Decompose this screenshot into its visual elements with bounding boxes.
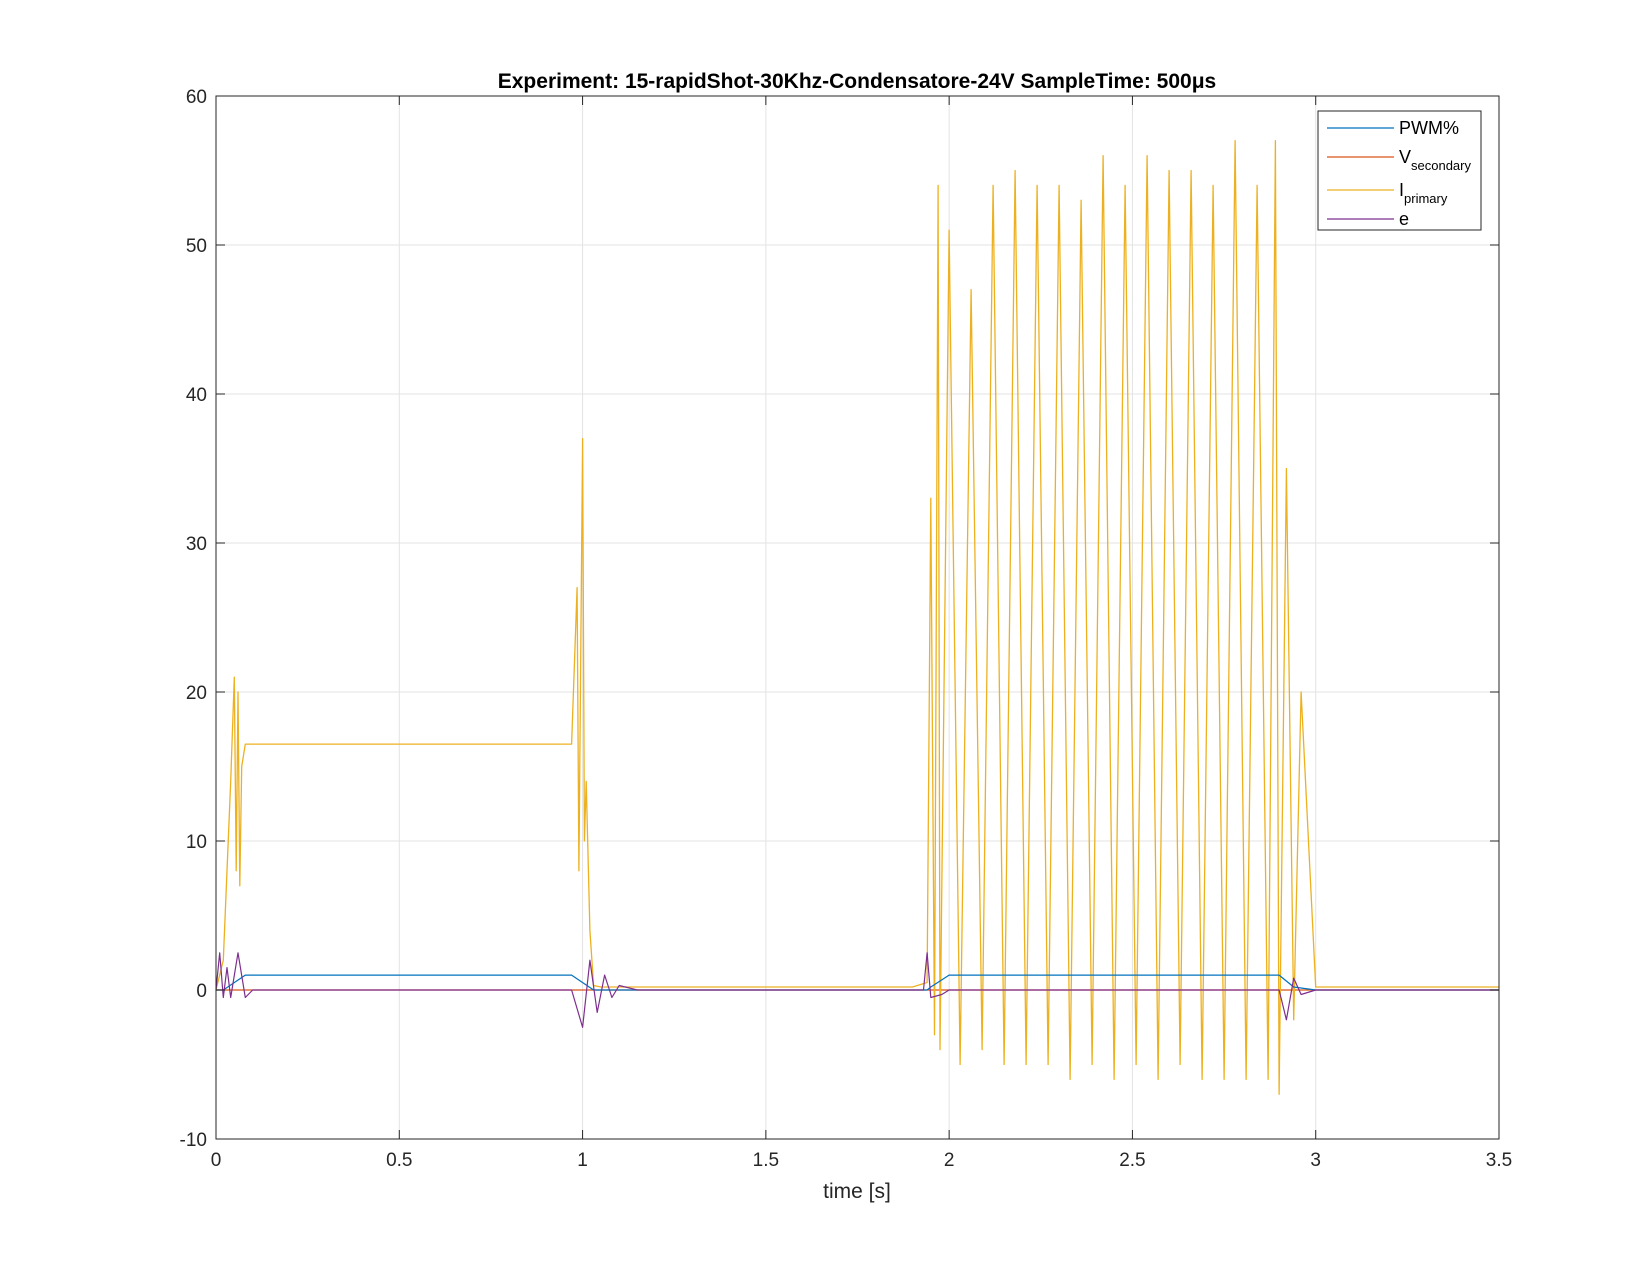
y-tick-label: 20 xyxy=(186,683,207,704)
y-tick-labels: -10 0 10 20 30 40 50 60 xyxy=(180,87,207,1151)
x-tick-label: 2 xyxy=(944,1150,955,1171)
chart-title: Experiment: 15-rapidShot-30Khz-Condensat… xyxy=(498,70,1217,93)
legend-label: PWM% xyxy=(1399,118,1459,138)
plot-frame xyxy=(215,95,1500,1140)
x-tick-label: 0 xyxy=(211,1150,222,1171)
legend-label: Iprimary xyxy=(1399,180,1448,206)
series-lines xyxy=(215,140,1499,1095)
plot-background xyxy=(216,96,1499,1139)
y-tick-label: 60 xyxy=(186,87,207,108)
legend: PWM% Vsecondary Iprimary e xyxy=(1317,110,1482,231)
x-tick-label: 3.5 xyxy=(1486,1150,1512,1171)
y-tick-label: -10 xyxy=(180,1130,207,1151)
series-line-e xyxy=(215,952,1499,1028)
y-tick-label: 30 xyxy=(186,534,207,555)
x-tick-label: 1.5 xyxy=(753,1150,779,1171)
x-tick-label: 2.5 xyxy=(1119,1150,1145,1171)
x-tick-labels: 0 0.5 1 1.5 2 2.5 3 3.5 xyxy=(211,1150,1513,1171)
y-tick-label: 10 xyxy=(186,832,207,853)
x-tick-label: 0.5 xyxy=(386,1150,412,1171)
legend-label: Vsecondary xyxy=(1399,147,1471,173)
y-tick-label: 50 xyxy=(186,236,207,257)
x-axis-label: time [s] xyxy=(823,1180,891,1203)
legend-label: e xyxy=(1399,209,1409,229)
x-tick-label: 3 xyxy=(1310,1150,1321,1171)
legend-box xyxy=(1317,110,1482,231)
series-line-iprimary xyxy=(215,140,1499,1095)
y-tick-label: 40 xyxy=(186,385,207,406)
y-tick-label: 0 xyxy=(196,981,207,1002)
series-line-pwm- xyxy=(216,974,1499,991)
axis-ticks xyxy=(215,95,1500,1140)
x-tick-label: 1 xyxy=(577,1150,588,1171)
